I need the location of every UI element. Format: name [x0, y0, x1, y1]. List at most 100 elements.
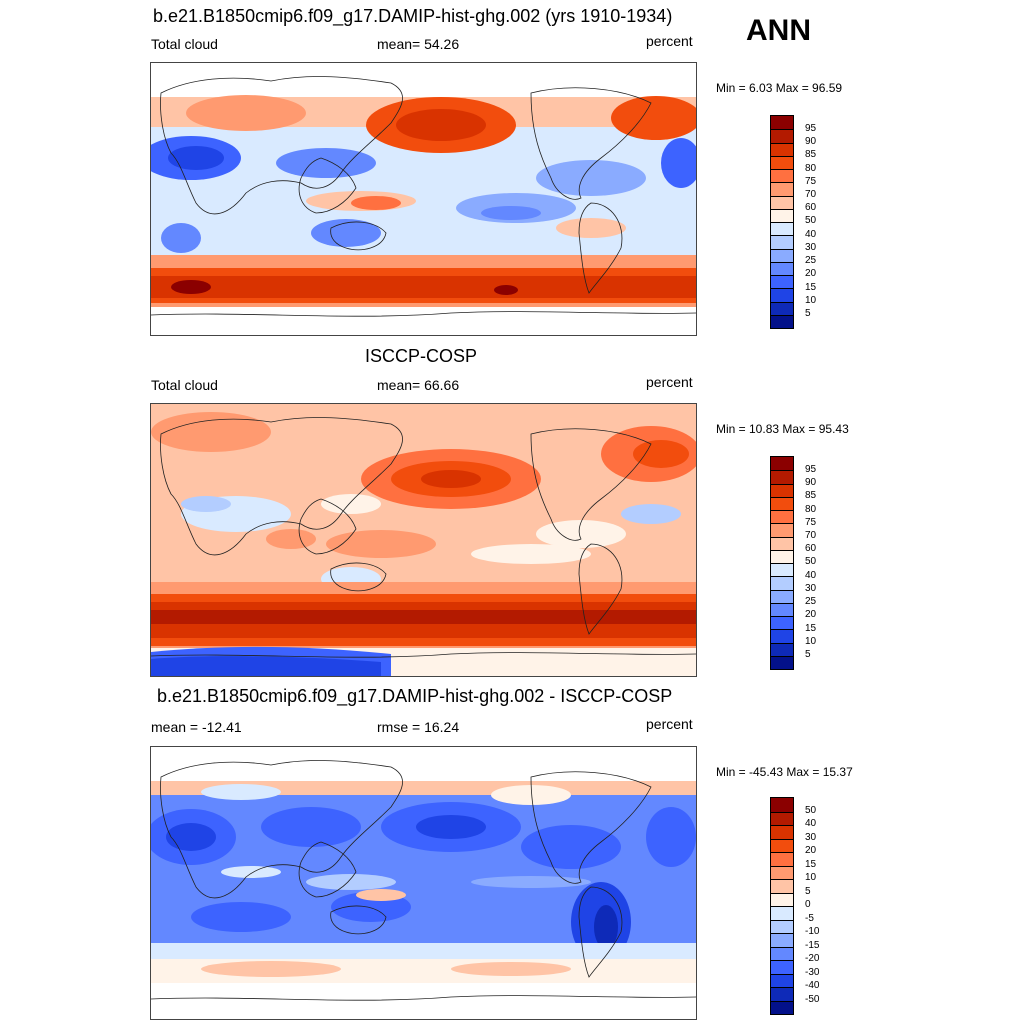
panel-2-tick: 20: [805, 609, 817, 620]
panel-3-tick: 10: [805, 872, 817, 883]
colorbar-swatch: [771, 973, 793, 987]
colorbar-swatch: [771, 314, 793, 328]
panel-3-mean-label: mean = -12.41: [151, 719, 242, 735]
colorbar-swatch: [771, 865, 793, 879]
colorbar-swatch: [771, 838, 793, 852]
colorbar-swatch: [771, 169, 793, 183]
panel-1-title: b.e21.B1850cmip6.f09_g17.DAMIP-hist-ghg.…: [153, 6, 673, 26]
panel-2-tick: 10: [805, 636, 817, 647]
panel-3-tick: 30: [805, 832, 817, 843]
colorbar-swatch: [771, 470, 793, 484]
panel-1-tick: 40: [805, 229, 817, 240]
panel-2-map: [150, 403, 697, 677]
panel-3-tick: -10: [805, 926, 820, 937]
panel-1-tick: 30: [805, 242, 817, 253]
colorbar-swatch: [771, 523, 793, 537]
panel-1-tick: 80: [805, 163, 817, 174]
panel-3-tick: 0: [805, 899, 811, 910]
panel-3-tick: -20: [805, 953, 820, 964]
colorbar-swatch: [771, 208, 793, 222]
colorbar-swatch: [771, 235, 793, 249]
panel-2-tick: 25: [805, 596, 817, 607]
panel-2-tick: 70: [805, 530, 817, 541]
panel-1-variable-label: Total cloud: [151, 36, 218, 52]
colorbar-swatch: [771, 946, 793, 960]
panel-3-units-label: percent: [646, 716, 693, 732]
colorbar-swatch: [771, 195, 793, 209]
panel-3-tick: -15: [805, 940, 820, 951]
colorbar-swatch: [771, 116, 793, 130]
colorbar-swatch: [771, 906, 793, 920]
panel-3-minmax: Min = -45.43 Max = 15.37: [716, 765, 853, 779]
colorbar-swatch: [771, 987, 793, 1001]
colorbar-swatch: [771, 642, 793, 656]
panel-2-tick: 90: [805, 477, 817, 488]
panel-2-tick: 60: [805, 543, 817, 554]
panel-1-mean-label: mean= 54.26: [377, 36, 460, 52]
panel-3-rmse-label: rmse = 16.24: [377, 719, 460, 735]
panel-3-tick: -50: [805, 994, 820, 1005]
panel-2-tick: 5: [805, 649, 811, 660]
season-label: ANN: [746, 14, 811, 47]
panel-1-tick: 10: [805, 295, 817, 306]
colorbar-swatch: [771, 563, 793, 577]
panel-1-map-field: [151, 76, 696, 317]
colorbar-swatch: [771, 616, 793, 630]
colorbar-swatch: [771, 261, 793, 275]
colorbar-swatch: [771, 248, 793, 262]
colorbar-swatch: [771, 536, 793, 550]
panel-1-minmax: Min = 6.03 Max = 96.59: [716, 81, 843, 95]
panel-1-tick: 85: [805, 149, 817, 160]
panel-2-title: ISCCP-COSP: [365, 346, 478, 366]
colorbar-swatch: [771, 510, 793, 524]
colorbar-swatch: [771, 496, 793, 510]
panel-2-tick: 40: [805, 570, 817, 581]
colorbar-swatch: [771, 275, 793, 289]
colorbar-swatch: [771, 892, 793, 906]
panel-1-tick: 60: [805, 202, 817, 213]
colorbar-swatch: [771, 222, 793, 236]
colorbar-swatch: [771, 798, 793, 812]
colorbar-swatch: [771, 549, 793, 563]
colorbar-swatch: [771, 129, 793, 143]
colorbar-swatch: [771, 301, 793, 315]
colorbar-swatch: [771, 142, 793, 156]
panel-3-tick: -40: [805, 980, 820, 991]
colorbar-swatch: [771, 960, 793, 974]
panel-3-tick: -30: [805, 967, 820, 978]
colorbar-swatch: [771, 602, 793, 616]
panel-1-map: [150, 62, 697, 336]
colorbar-swatch: [771, 576, 793, 590]
colorbar-swatch: [771, 182, 793, 196]
colorbar-swatch: [771, 825, 793, 839]
panel-1-tick: 25: [805, 255, 817, 266]
panel-3-title: b.e21.B1850cmip6.f09_g17.DAMIP-hist-ghg.…: [157, 686, 673, 706]
panel-1-units-label: percent: [646, 33, 693, 49]
panel-2-tick: 30: [805, 583, 817, 594]
colorbar-swatch: [771, 155, 793, 169]
panel-3-tick: 20: [805, 845, 817, 856]
panel-2-colorbar: [770, 456, 794, 670]
panel-2-tick: 80: [805, 504, 817, 515]
panel-1-colorbar: [770, 115, 794, 329]
panel-3-map: [150, 746, 697, 1020]
panel-1-tick: 70: [805, 189, 817, 200]
colorbar-swatch: [771, 288, 793, 302]
colorbar-swatch: [771, 483, 793, 497]
panel-1-tick: 15: [805, 282, 817, 293]
panel-1-tick: 90: [805, 136, 817, 147]
colorbar-swatch: [771, 811, 793, 825]
panel-2-tick: 75: [805, 517, 817, 528]
panel-2-minmax: Min = 10.83 Max = 95.43: [716, 422, 849, 436]
panel-2-tick: 50: [805, 556, 817, 567]
panel-3-map-field: [151, 760, 696, 1001]
panel-1-tick: 20: [805, 268, 817, 279]
panel-2-variable-label: Total cloud: [151, 377, 218, 393]
colorbar-swatch: [771, 589, 793, 603]
colorbar-swatch: [771, 919, 793, 933]
panel-3-colorbar: [770, 797, 794, 1015]
panel-1-tick: 75: [805, 176, 817, 187]
panel-1-tick: 5: [805, 308, 811, 319]
panel-3-tick: 50: [805, 805, 817, 816]
panel-3-tick: -5: [805, 913, 814, 924]
